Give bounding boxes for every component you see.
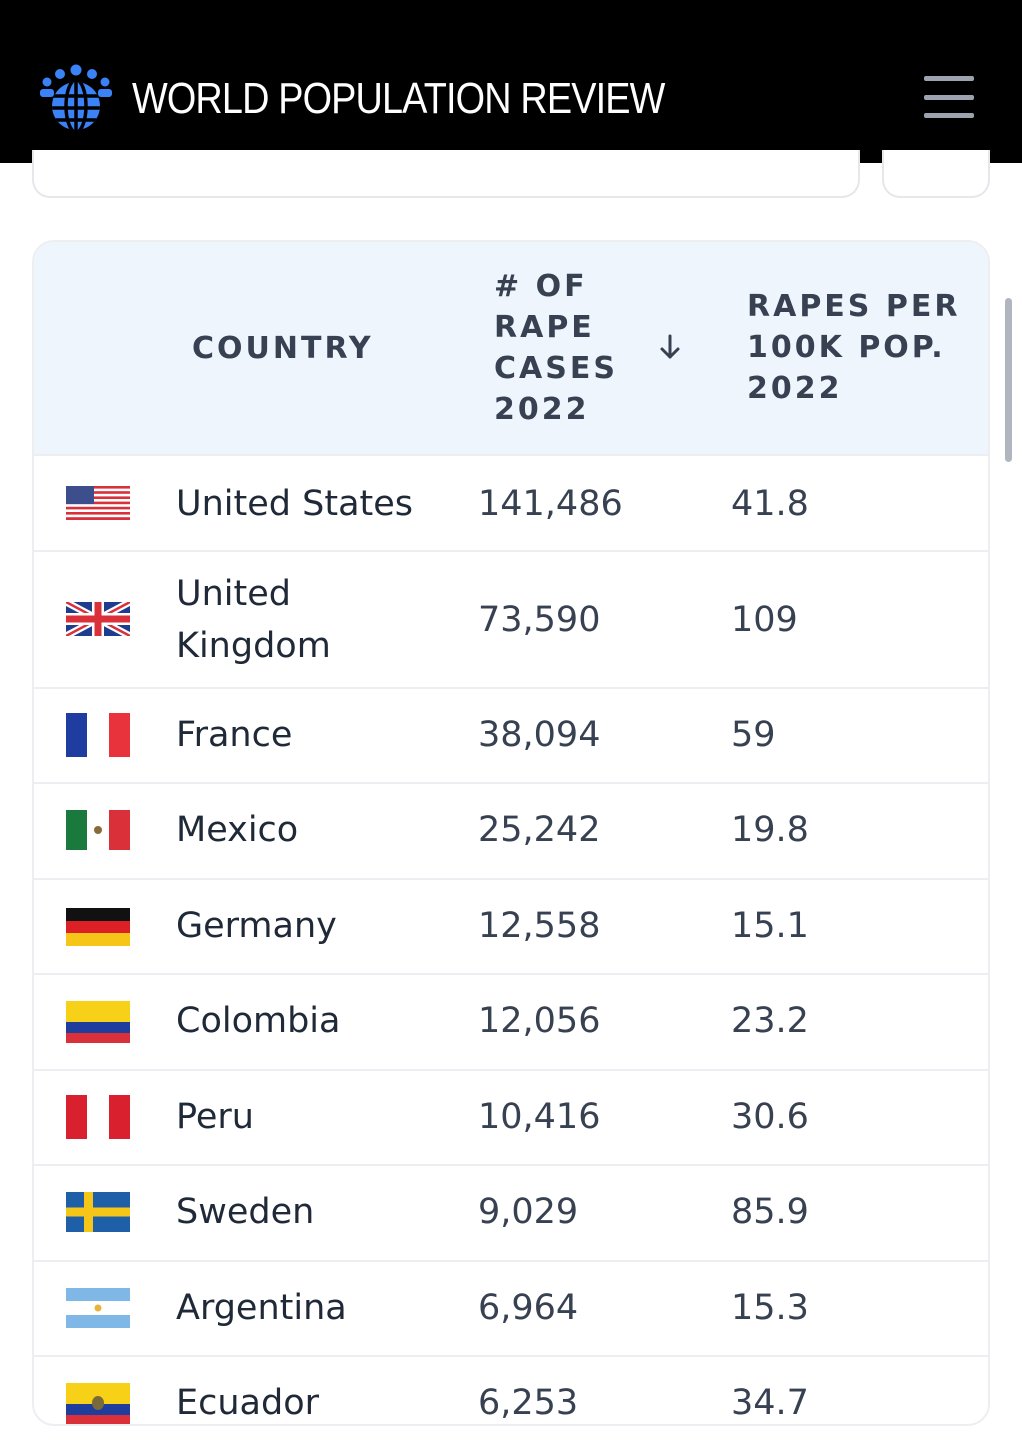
rape-cases-value: 12,056 xyxy=(478,1001,601,1041)
rate-value: 59 xyxy=(731,715,776,755)
hamburger-menu-icon[interactable] xyxy=(924,76,974,118)
data-table: COUNTRY # OF RAPE CASES 2022 RAPES PER 1… xyxy=(32,240,990,1426)
table-row[interactable]: Ecuador 6,253 34.7 xyxy=(34,1355,988,1424)
rape-cases-value: 25,242 xyxy=(478,810,601,850)
country-name[interactable]: Argentina xyxy=(176,1288,347,1328)
table-row[interactable]: France 38,094 59 xyxy=(34,687,988,782)
rate-value: 109 xyxy=(731,600,798,640)
table-row[interactable]: Germany 12,558 15.1 xyxy=(34,878,988,973)
table-row[interactable]: United Kingdom 73,590 109 xyxy=(34,550,988,687)
rape-cases-value: 6,253 xyxy=(478,1383,579,1423)
rape-cases-value: 6,964 xyxy=(478,1288,579,1328)
search-input[interactable] xyxy=(32,150,860,198)
country-name[interactable]: Sweden xyxy=(176,1192,315,1232)
rape-cases-value: 38,094 xyxy=(478,715,601,755)
country-name[interactable]: France xyxy=(176,715,293,755)
rate-value: 23.2 xyxy=(731,1001,809,1041)
peru-flag-icon xyxy=(66,1095,130,1139)
filter-button[interactable] xyxy=(882,150,990,198)
country-name[interactable]: Peru xyxy=(176,1097,254,1137)
rape-cases-value: 12,558 xyxy=(478,906,601,946)
rate-value: 34.7 xyxy=(731,1383,809,1423)
table-header: COUNTRY # OF RAPE CASES 2022 RAPES PER 1… xyxy=(34,242,988,456)
column-header-rate[interactable]: RAPES PER 100K POP. 2022 xyxy=(747,289,961,406)
country-name[interactable]: Ecuador xyxy=(176,1383,320,1423)
france-flag-icon xyxy=(66,713,130,757)
colombia-flag-icon xyxy=(66,1001,130,1043)
country-name[interactable]: United Kingdom xyxy=(176,574,331,666)
rape-cases-value: 73,590 xyxy=(478,600,601,640)
table-row[interactable]: Sweden 9,029 85.9 xyxy=(34,1164,988,1260)
country-name[interactable]: Germany xyxy=(176,906,337,946)
rate-value: 85.9 xyxy=(731,1192,809,1232)
table-row[interactable]: Mexico 25,242 19.8 xyxy=(34,782,988,878)
scrollbar[interactable] xyxy=(1005,298,1012,462)
rape-cases-value: 141,486 xyxy=(478,484,623,524)
us-flag-icon xyxy=(66,486,130,520)
column-header-cases[interactable]: # OF RAPE CASES 2022 xyxy=(494,269,618,427)
table-row[interactable]: Peru 10,416 30.6 xyxy=(34,1069,988,1164)
rate-value: 15.3 xyxy=(731,1288,809,1328)
country-name[interactable]: Colombia xyxy=(176,1001,341,1041)
argentina-flag-icon xyxy=(66,1288,130,1328)
rate-value: 15.1 xyxy=(731,906,809,946)
arrow-down-icon[interactable] xyxy=(656,332,684,362)
table-row[interactable]: United States 141,486 41.8 xyxy=(34,454,988,550)
mexico-flag-icon xyxy=(66,810,130,850)
ecuador-flag-icon xyxy=(66,1383,130,1424)
country-name[interactable]: United States xyxy=(176,484,414,524)
rate-value: 41.8 xyxy=(731,484,809,524)
table-row[interactable]: Colombia 12,056 23.2 xyxy=(34,973,988,1069)
germany-flag-icon xyxy=(66,908,130,946)
brand-name[interactable]: WORLD POPULATION REVIEW xyxy=(132,74,665,123)
rate-value: 30.6 xyxy=(731,1097,809,1137)
column-header-country[interactable]: COUNTRY xyxy=(192,331,374,366)
rate-value: 19.8 xyxy=(731,810,809,850)
sweden-flag-icon xyxy=(66,1192,130,1232)
rape-cases-value: 10,416 xyxy=(478,1097,601,1137)
country-name[interactable]: Mexico xyxy=(176,810,299,850)
table-row[interactable]: Argentina 6,964 15.3 xyxy=(34,1260,988,1355)
globe-people-icon[interactable] xyxy=(40,62,112,130)
rape-cases-value: 9,029 xyxy=(478,1192,579,1232)
uk-flag-icon xyxy=(66,602,130,636)
site-header: WORLD POPULATION REVIEW xyxy=(0,0,1022,163)
